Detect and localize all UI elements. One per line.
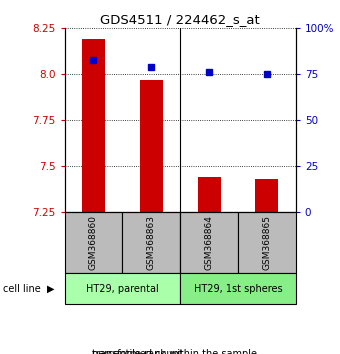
- Bar: [65, 212, 122, 273]
- Text: GSM368863: GSM368863: [147, 215, 156, 270]
- Text: GSM368865: GSM368865: [262, 215, 271, 270]
- Text: HT29, parental: HT29, parental: [86, 284, 159, 293]
- Text: percentile rank within the sample: percentile rank within the sample: [92, 349, 257, 354]
- Text: transformed count: transformed count: [92, 349, 183, 354]
- Text: HT29, 1st spheres: HT29, 1st spheres: [194, 284, 282, 293]
- Bar: [180, 212, 238, 273]
- Text: GSM368860: GSM368860: [89, 215, 98, 270]
- Bar: [180, 273, 296, 304]
- Bar: [255, 179, 278, 212]
- Text: GSM368864: GSM368864: [205, 215, 214, 270]
- Bar: [65, 273, 180, 304]
- Bar: [122, 212, 180, 273]
- Bar: [82, 39, 105, 212]
- Bar: [198, 177, 221, 212]
- Bar: [238, 212, 296, 273]
- Bar: [140, 80, 163, 212]
- Title: GDS4511 / 224462_s_at: GDS4511 / 224462_s_at: [100, 13, 260, 26]
- Text: cell line  ▶: cell line ▶: [3, 284, 55, 293]
